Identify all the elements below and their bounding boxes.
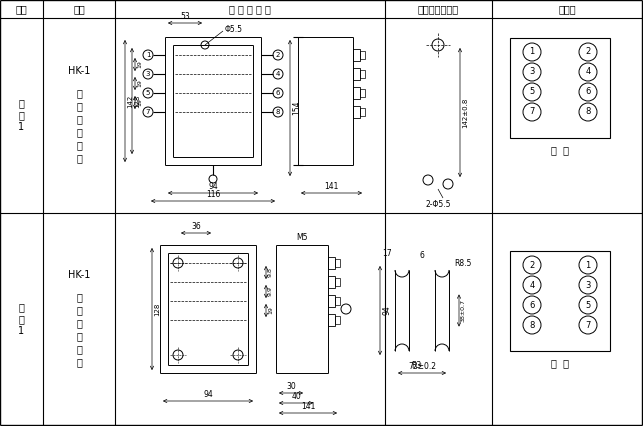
Bar bbox=[335, 297, 340, 305]
Bar bbox=[328, 314, 335, 326]
Text: 前  视: 前 视 bbox=[551, 145, 569, 155]
Text: 19: 19 bbox=[268, 307, 273, 314]
Text: 1: 1 bbox=[529, 48, 534, 57]
Text: 53: 53 bbox=[180, 12, 190, 21]
Text: 前: 前 bbox=[76, 127, 82, 138]
Text: 凸: 凸 bbox=[76, 293, 82, 302]
Text: 5: 5 bbox=[146, 90, 150, 96]
Text: 6: 6 bbox=[585, 87, 591, 97]
Text: 线: 线 bbox=[76, 153, 82, 164]
Bar bbox=[360, 89, 365, 97]
Text: 端子图: 端子图 bbox=[558, 4, 576, 14]
Text: 19: 19 bbox=[137, 98, 142, 106]
Text: 出: 出 bbox=[76, 101, 82, 112]
Text: 36: 36 bbox=[191, 222, 201, 231]
Bar bbox=[510, 38, 610, 138]
Text: 7: 7 bbox=[146, 109, 150, 115]
Bar bbox=[510, 251, 610, 351]
Bar bbox=[335, 259, 340, 267]
Text: 3: 3 bbox=[146, 71, 150, 77]
Text: 94: 94 bbox=[208, 182, 218, 191]
Text: 1: 1 bbox=[18, 123, 24, 132]
Bar bbox=[328, 295, 335, 307]
Text: 式: 式 bbox=[76, 115, 82, 124]
Text: 38±0.7: 38±0.7 bbox=[461, 299, 466, 322]
Text: 7: 7 bbox=[585, 320, 591, 329]
Text: 3: 3 bbox=[529, 67, 535, 77]
Text: 2-Φ5.5: 2-Φ5.5 bbox=[426, 200, 451, 209]
Bar bbox=[328, 276, 335, 288]
Text: 142±0.8: 142±0.8 bbox=[462, 97, 468, 128]
Text: 5: 5 bbox=[585, 300, 591, 310]
Text: 4: 4 bbox=[529, 280, 534, 290]
Text: HK-1: HK-1 bbox=[68, 270, 90, 279]
Text: 6: 6 bbox=[276, 90, 280, 96]
Text: 接: 接 bbox=[76, 345, 82, 354]
Text: 背  视: 背 视 bbox=[551, 358, 569, 368]
Text: 94: 94 bbox=[203, 390, 213, 399]
Text: R3: R3 bbox=[411, 362, 421, 371]
Bar bbox=[328, 257, 335, 269]
Text: 2: 2 bbox=[585, 48, 591, 57]
Text: 5: 5 bbox=[529, 87, 534, 97]
Text: 2: 2 bbox=[529, 261, 534, 270]
Text: 1: 1 bbox=[146, 52, 150, 58]
Text: 8: 8 bbox=[276, 109, 280, 115]
Text: 安装开孔尺寸图: 安装开孔尺寸图 bbox=[417, 4, 458, 14]
Text: 128: 128 bbox=[134, 94, 140, 108]
Text: 6: 6 bbox=[529, 300, 535, 310]
Bar bbox=[353, 87, 360, 99]
Text: 接: 接 bbox=[76, 141, 82, 150]
Text: 出: 出 bbox=[76, 305, 82, 316]
Text: 19: 19 bbox=[137, 60, 142, 69]
Text: 3: 3 bbox=[585, 280, 591, 290]
Text: M5: M5 bbox=[296, 233, 308, 242]
Text: 154: 154 bbox=[292, 101, 301, 115]
Text: 附: 附 bbox=[18, 98, 24, 109]
Text: 凸: 凸 bbox=[76, 89, 82, 98]
Text: Φ5.5: Φ5.5 bbox=[225, 25, 243, 34]
Text: HK-1: HK-1 bbox=[68, 66, 90, 75]
Bar bbox=[353, 49, 360, 61]
Text: 附: 附 bbox=[18, 302, 24, 313]
Bar bbox=[335, 278, 340, 286]
Bar bbox=[360, 108, 365, 116]
Text: 图: 图 bbox=[18, 314, 24, 325]
Text: 结构: 结构 bbox=[73, 4, 85, 14]
Text: 72±0.2: 72±0.2 bbox=[408, 362, 436, 371]
Text: 30: 30 bbox=[286, 382, 296, 391]
Text: 8: 8 bbox=[585, 107, 591, 116]
Bar bbox=[353, 106, 360, 118]
Text: 图: 图 bbox=[18, 110, 24, 121]
Bar bbox=[360, 51, 365, 59]
Text: 7: 7 bbox=[529, 107, 535, 116]
Text: R8.5: R8.5 bbox=[454, 259, 471, 268]
Bar bbox=[360, 70, 365, 78]
Text: 2: 2 bbox=[276, 52, 280, 58]
Text: 图号: 图号 bbox=[15, 4, 27, 14]
Text: 1: 1 bbox=[18, 326, 24, 337]
Text: 外 形 尺 寸 图: 外 形 尺 寸 图 bbox=[229, 4, 271, 14]
Text: 40: 40 bbox=[291, 392, 301, 401]
Text: 94: 94 bbox=[382, 305, 391, 315]
Text: 141: 141 bbox=[301, 402, 315, 411]
Text: 4: 4 bbox=[276, 71, 280, 77]
Text: 1: 1 bbox=[585, 261, 591, 270]
Text: 9.9: 9.9 bbox=[268, 287, 273, 296]
Text: 后: 后 bbox=[76, 331, 82, 342]
Text: 8: 8 bbox=[529, 320, 535, 329]
Text: 128: 128 bbox=[154, 302, 160, 316]
Text: 4: 4 bbox=[585, 67, 591, 77]
Text: 141: 141 bbox=[324, 182, 339, 191]
Text: 9.8: 9.8 bbox=[268, 268, 273, 277]
Bar bbox=[335, 316, 340, 324]
Text: 142: 142 bbox=[127, 95, 133, 108]
Text: 线: 线 bbox=[76, 357, 82, 368]
Text: 式: 式 bbox=[76, 319, 82, 328]
Bar bbox=[353, 68, 360, 80]
Text: 17: 17 bbox=[383, 248, 392, 257]
Text: 116: 116 bbox=[206, 190, 220, 199]
Text: 6: 6 bbox=[420, 250, 424, 259]
Text: 19: 19 bbox=[137, 80, 142, 87]
